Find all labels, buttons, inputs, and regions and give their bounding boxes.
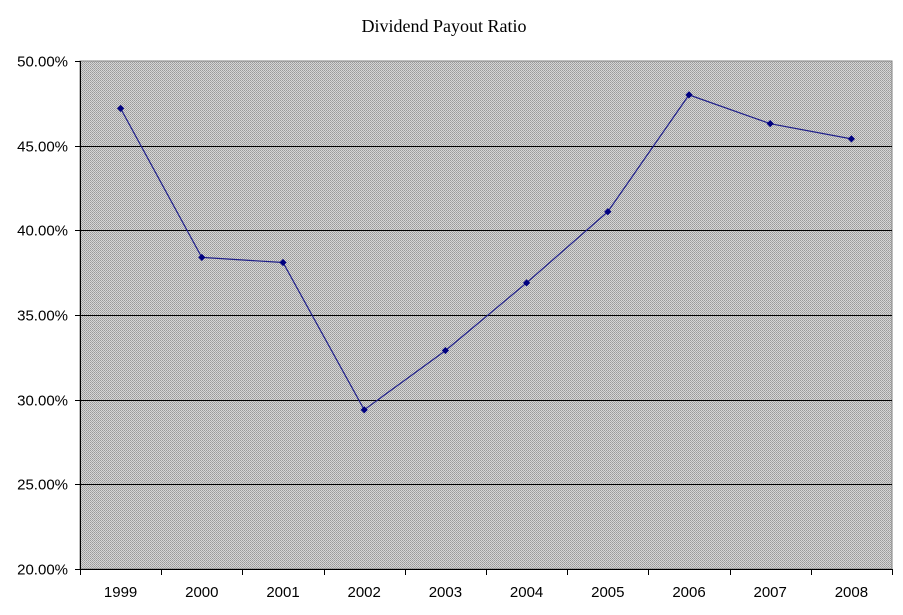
y-tick-label: 35.00% xyxy=(17,308,68,325)
x-tick-label: 2007 xyxy=(754,584,787,601)
y-tick-label: 25.00% xyxy=(17,477,68,494)
series-line xyxy=(120,94,852,411)
x-axis-tick-labels: 1999 2000 2001 2002 2003 2004 2005 2006 2007 2008 xyxy=(104,584,868,601)
axes xyxy=(75,61,893,575)
series-layer xyxy=(117,91,855,414)
chart-title: Dividend Payout Ratio xyxy=(362,16,527,36)
x-tick-label: 2004 xyxy=(510,584,543,601)
y-tick-label: 50.00% xyxy=(17,54,68,71)
data-point-2008 xyxy=(847,135,855,143)
data-point-2003 xyxy=(441,346,449,355)
data-point-2004 xyxy=(523,279,531,287)
data-point-2000 xyxy=(198,253,206,262)
y-tick-label: 30.00% xyxy=(17,393,68,410)
y-tick-label: 45.00% xyxy=(17,139,68,156)
x-tick-label: 1999 xyxy=(104,584,137,601)
data-point-1999 xyxy=(117,104,125,113)
data-point-2001 xyxy=(279,258,287,267)
data-point-2005 xyxy=(604,208,612,216)
x-tick-label: 2006 xyxy=(672,584,705,601)
data-point-2007 xyxy=(766,120,774,128)
x-tick-label: 2008 xyxy=(835,584,868,601)
data-point-2006 xyxy=(685,91,693,99)
x-tick-label: 2005 xyxy=(591,584,624,601)
gridlines xyxy=(80,146,892,485)
y-axis-tick-labels: 20.00% 25.00% 30.00% 35.00% 40.00% 45.00% 50.0… xyxy=(17,54,68,579)
x-tick-label: 2002 xyxy=(348,584,381,601)
data-point-2002 xyxy=(360,406,368,414)
y-tick-label: 20.00% xyxy=(17,562,68,579)
y-tick-label: 40.00% xyxy=(17,223,68,240)
x-tick-label: 2003 xyxy=(429,584,462,601)
x-tick-label: 2001 xyxy=(266,584,299,601)
x-tick-label: 2000 xyxy=(185,584,218,601)
